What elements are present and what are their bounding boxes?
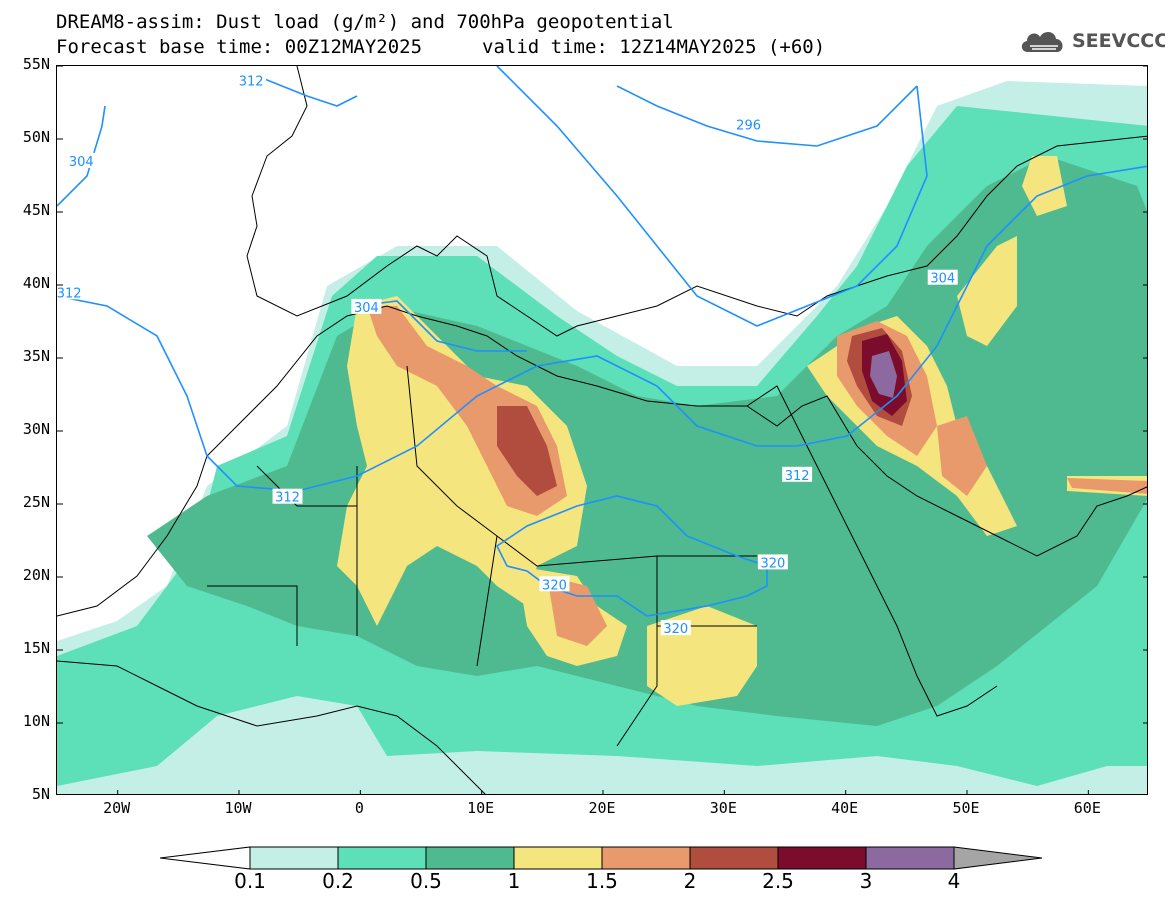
colorbar-segment-3 bbox=[425, 846, 515, 870]
dust-band-1.5-b bbox=[547, 576, 607, 646]
lon-label-30E: 30E bbox=[709, 799, 737, 817]
dust-shading bbox=[57, 81, 1147, 794]
lat-label-35N: 35N bbox=[22, 347, 50, 365]
contour-label-304: 304 bbox=[927, 269, 958, 287]
colorbar-segment-1 bbox=[249, 846, 339, 870]
colorbar-level-3: 3 bbox=[859, 869, 873, 893]
dust-band-1.5-e bbox=[1067, 478, 1147, 494]
lat-label-25N: 25N bbox=[22, 493, 50, 511]
svg-text:312: 312 bbox=[239, 75, 264, 90]
valid-time: valid time: 12Z14MAY2025 (+60) bbox=[482, 36, 826, 58]
dust-band-1-f bbox=[1022, 156, 1067, 216]
colorbar-level-0.1: 0.1 bbox=[234, 869, 266, 893]
colorbar-segment-4 bbox=[513, 846, 603, 870]
dust-band-1-e bbox=[957, 236, 1017, 346]
colorbar-level-0.5: 0.5 bbox=[410, 869, 442, 893]
contour-labels: 312 304 312 304 312 296 304 312 320 320 320 bbox=[57, 72, 958, 637]
dust-load-map: 312 304 312 304 312 296 304 312 320 320 320 bbox=[57, 66, 1147, 794]
axis-ticks bbox=[57, 66, 1147, 794]
svg-text:312: 312 bbox=[785, 469, 810, 484]
contour-label-296: 296 bbox=[733, 116, 764, 133]
colorbar-under-triangle bbox=[160, 846, 251, 870]
svg-text:312: 312 bbox=[57, 286, 82, 301]
svg-text:304: 304 bbox=[69, 155, 94, 170]
colorbar-level-2: 2 bbox=[683, 869, 697, 893]
lon-label-10E: 10E bbox=[467, 799, 495, 817]
colorbar-level-1: 1 bbox=[507, 869, 521, 893]
contour-label-312: 312 bbox=[782, 466, 813, 484]
contour-label-312: 312 bbox=[57, 284, 85, 301]
colorbar bbox=[160, 846, 1043, 870]
contour-304-north bbox=[356, 300, 527, 352]
contour-label-320: 320 bbox=[539, 576, 570, 593]
contour-304-west bbox=[57, 105, 106, 207]
lat-label-40N: 40N bbox=[22, 274, 50, 292]
svg-text:320: 320 bbox=[542, 578, 567, 593]
contour-296-b bbox=[616, 85, 918, 147]
lat-label-45N: 45N bbox=[22, 201, 50, 219]
svg-text:304: 304 bbox=[930, 272, 955, 287]
colorbar-segment-2 bbox=[337, 846, 427, 870]
lat-label-10N: 10N bbox=[22, 712, 50, 730]
lon-label-40E: 40E bbox=[831, 799, 859, 817]
svg-text:296: 296 bbox=[736, 118, 761, 133]
logo-text: SEEVCCC bbox=[1072, 30, 1165, 52]
svg-text:320: 320 bbox=[760, 556, 785, 571]
contour-label-304: 304 bbox=[66, 152, 97, 170]
colorbar-over-triangle bbox=[953, 846, 1043, 870]
svg-text:304: 304 bbox=[354, 301, 379, 316]
lat-label-5N: 5N bbox=[31, 785, 50, 803]
dust-band-2 bbox=[497, 406, 557, 496]
colorbar-level-0.2: 0.2 bbox=[322, 869, 354, 893]
contour-label-320: 320 bbox=[660, 620, 691, 637]
chart-title: DREAM8-assim: Dust load (g/m²) and 700hP… bbox=[56, 11, 674, 33]
colorbar-level-1.5: 1.5 bbox=[586, 869, 618, 893]
contour-label-312: 312 bbox=[272, 488, 303, 506]
lat-label-20N: 20N bbox=[22, 566, 50, 584]
map-panel: 312 304 312 304 312 296 304 312 320 320 320 bbox=[56, 65, 1148, 795]
seevccc-logo: SEEVCCC bbox=[1018, 26, 1165, 56]
colorbar-level-4: 4 bbox=[947, 869, 961, 893]
svg-text:312: 312 bbox=[275, 491, 300, 506]
lon-label-0: 0 bbox=[354, 799, 364, 817]
contour-label-304: 304 bbox=[351, 298, 382, 316]
colorbar-level-2.5: 2.5 bbox=[762, 869, 794, 893]
colorbar-segment-8 bbox=[865, 846, 955, 870]
cloud-icon bbox=[1021, 31, 1063, 52]
lon-label-20W: 20W bbox=[103, 799, 131, 817]
lat-label-15N: 15N bbox=[22, 639, 50, 657]
lat-label-55N: 55N bbox=[22, 55, 50, 73]
lon-label-20E: 20E bbox=[588, 799, 616, 817]
dust-band-1.5-d bbox=[937, 416, 987, 496]
dust-band-3 bbox=[870, 351, 897, 398]
svg-text:320: 320 bbox=[663, 622, 688, 637]
colorbar-segment-5 bbox=[601, 846, 691, 870]
forecast-base-time: Forecast base time: 00Z12MAY2025 bbox=[56, 36, 423, 58]
contour-312-west bbox=[57, 165, 1147, 492]
lon-label-60E: 60E bbox=[1073, 799, 1101, 817]
colorbar-segment-6 bbox=[689, 846, 779, 870]
colorbar-segment-7 bbox=[777, 846, 867, 870]
lon-label-50E: 50E bbox=[952, 799, 980, 817]
lon-label-10W: 10W bbox=[224, 799, 252, 817]
geopotential-contours bbox=[57, 66, 1147, 617]
contour-label-320: 320 bbox=[757, 554, 788, 571]
contour-312-north bbox=[256, 75, 358, 107]
contour-label-312: 312 bbox=[236, 72, 267, 90]
lat-label-30N: 30N bbox=[22, 420, 50, 438]
dust-band-1 bbox=[337, 296, 587, 626]
contour-296 bbox=[496, 66, 928, 327]
lat-label-50N: 50N bbox=[22, 128, 50, 146]
